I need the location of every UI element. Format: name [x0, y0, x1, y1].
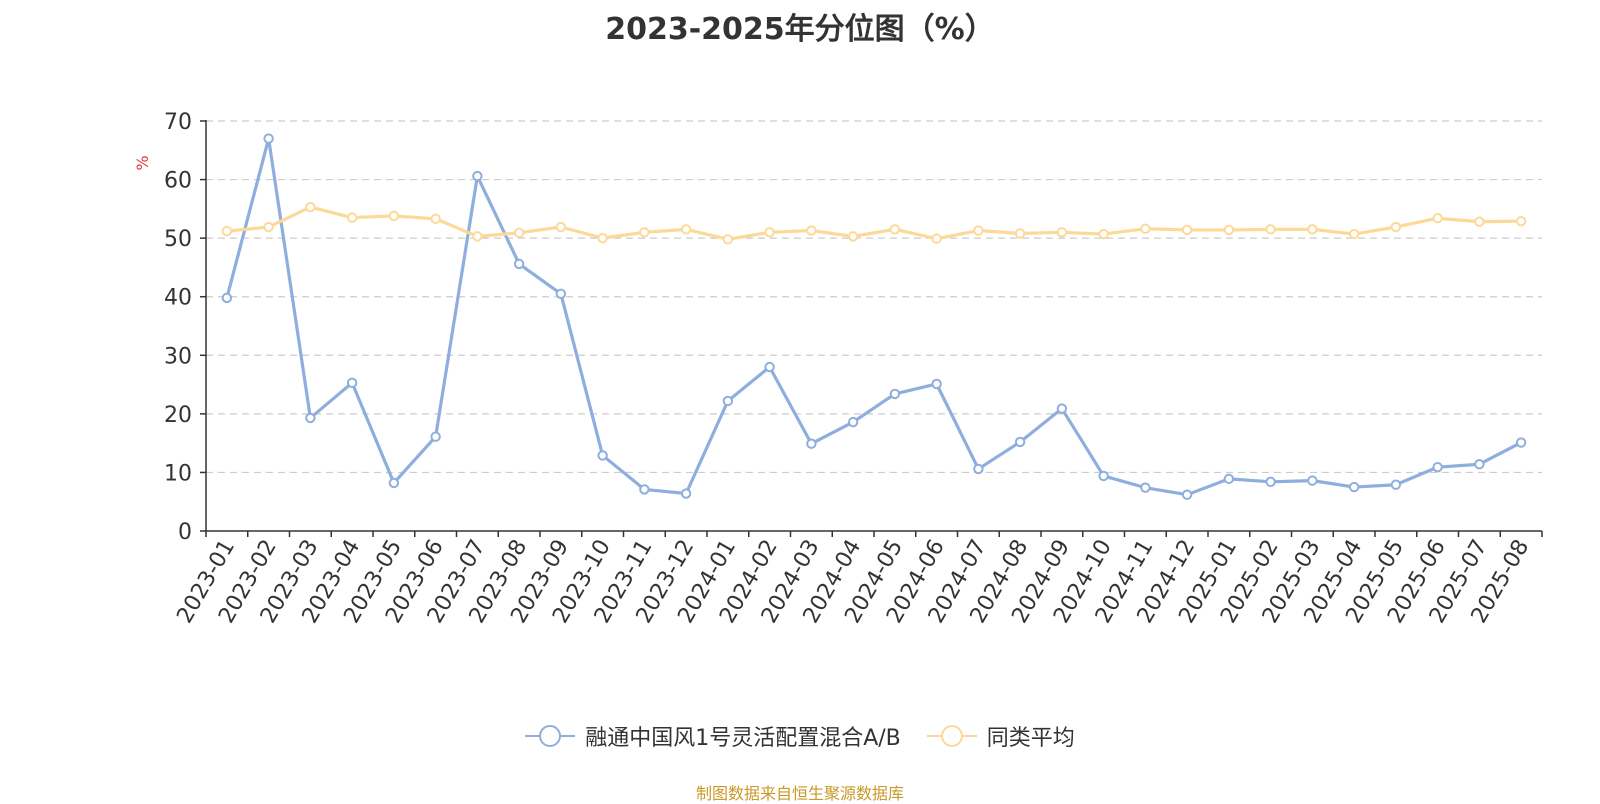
y-tick-label: 20: [164, 403, 192, 428]
data-point-series-1: [722, 234, 734, 245]
y-tick-label: 10: [164, 461, 192, 486]
data-point-series-1: [1348, 228, 1360, 240]
legend-marker-icon: [926, 725, 977, 747]
data-point-series-0: [680, 488, 692, 499]
y-tick-label: 70: [164, 110, 192, 135]
y-tick-label: 0: [178, 520, 192, 545]
data-point-series-1: [597, 232, 608, 244]
grid-lines: [206, 120, 1542, 474]
data-point-series-0: [1140, 482, 1151, 493]
y-tick-label: 30: [164, 344, 192, 369]
legend-item-peer-average[interactable]: 同类平均: [926, 720, 1075, 752]
data-point-series-1: [513, 227, 525, 239]
data-point-series-1: [555, 221, 567, 233]
data-point-series-1: [1307, 224, 1318, 235]
series-lines: [225, 136, 1522, 497]
data-point-series-1: [1140, 223, 1151, 234]
data-point-series-0: [973, 463, 984, 475]
data-point-series-0: [847, 416, 859, 428]
y-tick-label: 40: [164, 286, 192, 311]
data-point-series-1: [1223, 224, 1235, 236]
data-point-series-1: [931, 233, 942, 244]
data-point-series-0: [1348, 481, 1360, 493]
axes: 0102030405060702023-012023-022023-032023…: [164, 110, 1543, 628]
data-point-series-0: [597, 450, 608, 461]
data-point-series-0: [263, 133, 274, 144]
data-point-series-1: [1265, 224, 1276, 235]
data-point-series-1: [430, 213, 441, 225]
data-point-series-0: [639, 484, 650, 495]
legend-label: 融通中国风1号灵活配置混合A/B: [585, 726, 901, 751]
data-point-series-0: [221, 292, 233, 304]
data-point-series-1: [1056, 227, 1068, 238]
data-point-series-1: [889, 224, 901, 235]
data-point-series-0: [388, 477, 400, 489]
series-line-0: [225, 136, 1522, 497]
data-point-series-0: [430, 431, 441, 442]
data-point-series-0: [513, 258, 525, 270]
data-point-series-0: [1307, 475, 1318, 486]
data-point-series-0: [346, 377, 358, 389]
legend-marker-icon: [525, 725, 576, 747]
legend: 融通中国风1号灵活配置混合A/B 同类平均: [0, 720, 1600, 752]
data-point-series-1: [806, 225, 817, 236]
data-point-series-1: [1014, 228, 1026, 239]
data-point-series-0: [1390, 479, 1402, 490]
data-point-series-0: [1474, 459, 1485, 470]
data-point-series-1: [305, 201, 316, 213]
series-line-1: [226, 205, 1522, 241]
data-point-series-1: [1515, 215, 1527, 227]
data-point-series-1: [1181, 224, 1193, 236]
y-tick-label: 50: [164, 227, 192, 252]
data-point-series-0: [1265, 476, 1276, 487]
data-point-series-0: [806, 438, 817, 449]
data-point-series-0: [1098, 470, 1109, 482]
data-point-series-1: [1474, 216, 1485, 227]
source-note: 制图数据来自恒生聚源数据库: [695, 784, 904, 803]
series-points: [221, 133, 1527, 500]
y-axis-unit-label: %: [133, 155, 152, 170]
data-point-series-0: [555, 288, 567, 299]
data-point-series-1: [764, 227, 775, 238]
data-point-series-1: [346, 212, 358, 223]
data-point-series-1: [639, 227, 650, 238]
legend-label: 同类平均: [986, 726, 1075, 751]
data-point-series-1: [388, 210, 400, 222]
data-point-series-0: [1223, 473, 1235, 485]
data-point-series-0: [1056, 403, 1068, 414]
data-point-series-0: [931, 378, 942, 390]
data-point-series-0: [1432, 461, 1443, 473]
data-point-series-0: [305, 412, 316, 424]
data-point-series-1: [263, 221, 274, 233]
data-point-series-1: [221, 225, 233, 237]
data-point-series-0: [764, 361, 775, 373]
data-point-series-0: [1014, 436, 1026, 448]
data-point-series-0: [889, 388, 901, 400]
data-point-series-1: [472, 231, 483, 242]
data-point-series-0: [1181, 489, 1193, 500]
data-point-series-1: [1432, 213, 1443, 224]
data-point-series-1: [1098, 228, 1109, 240]
data-point-series-0: [1515, 437, 1527, 448]
data-point-series-1: [973, 225, 984, 236]
y-tick-label: 60: [164, 169, 192, 194]
data-point-series-0: [472, 170, 483, 182]
data-point-series-0: [722, 395, 734, 407]
legend-item-fund[interactable]: 融通中国风1号灵活配置混合A/B: [525, 720, 901, 752]
data-point-series-1: [1390, 221, 1402, 233]
data-point-series-1: [847, 231, 859, 242]
data-point-series-1: [680, 224, 692, 235]
chart-title: 2023-2025年分位图（%）: [605, 12, 995, 47]
